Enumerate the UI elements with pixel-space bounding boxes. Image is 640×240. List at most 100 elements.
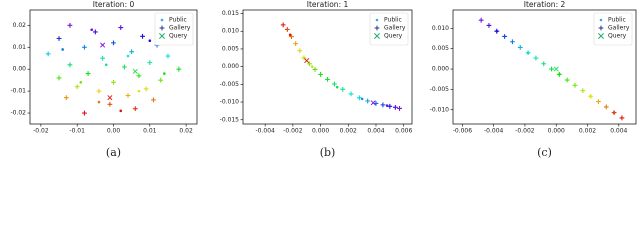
point xyxy=(288,33,292,37)
figure: Iteration: 0 (a) -0.02 -0.01 0.00 0.01 0.02 -0.… xyxy=(10,0,637,159)
legend-label: Public xyxy=(608,17,626,24)
point xyxy=(136,73,142,79)
y-tick-label: 0.005 xyxy=(432,45,449,52)
point xyxy=(312,67,318,72)
point xyxy=(611,110,617,115)
point xyxy=(100,42,106,48)
legend-marker xyxy=(599,18,603,22)
point xyxy=(572,82,578,88)
x-tick-label: -0.006 xyxy=(453,128,473,135)
point xyxy=(85,71,91,76)
point xyxy=(525,50,531,56)
y-tick-label: 0.000 xyxy=(222,63,239,70)
y-tick-label: -0.02 xyxy=(10,110,26,117)
point xyxy=(132,68,138,74)
x-tick-label: 0.004 xyxy=(367,128,384,135)
y-tick-label: 0.000 xyxy=(432,66,449,73)
point xyxy=(107,101,113,107)
y-tick-label: -0.005 xyxy=(430,86,450,93)
y-tick-label: 0.00 xyxy=(13,66,27,73)
point xyxy=(96,88,102,94)
point xyxy=(284,27,290,32)
point xyxy=(517,45,523,50)
point xyxy=(335,85,339,89)
point xyxy=(541,61,547,67)
point xyxy=(63,95,69,101)
point xyxy=(143,86,149,92)
point xyxy=(129,49,135,55)
point xyxy=(619,115,625,121)
point xyxy=(325,76,330,82)
y-tick-label: -0.010 xyxy=(220,99,240,106)
y-tick-label: 0.02 xyxy=(13,22,27,29)
point xyxy=(100,55,106,61)
point xyxy=(92,29,98,35)
point xyxy=(297,48,303,54)
y-tick-label: -0.010 xyxy=(430,106,450,113)
point xyxy=(478,17,484,23)
point xyxy=(533,55,539,61)
legend-label: Gallery xyxy=(608,25,630,32)
legend-marker xyxy=(159,33,165,39)
point xyxy=(148,39,152,42)
legend-label: Public xyxy=(169,17,187,24)
point xyxy=(111,79,116,85)
x-tick-label: 0.002 xyxy=(340,128,357,135)
chart-title: Iteration: 0 xyxy=(93,0,135,9)
point xyxy=(176,66,182,72)
legend-marker xyxy=(374,33,380,39)
point xyxy=(510,39,515,45)
y-tick-label: -0.015 xyxy=(220,116,240,123)
legend-marker xyxy=(374,25,380,31)
legend-marker xyxy=(375,18,379,22)
y-tick-label: -0.005 xyxy=(220,81,240,88)
point xyxy=(603,104,609,110)
x-tick-label: 0.002 xyxy=(579,128,596,135)
point xyxy=(380,102,386,108)
point xyxy=(79,81,83,84)
point xyxy=(293,41,299,47)
plot-frame xyxy=(452,9,637,125)
x-tick-label: -0.004 xyxy=(255,128,275,135)
caption: (b) xyxy=(320,146,336,159)
point xyxy=(118,25,124,30)
x-tick-label: -0.02 xyxy=(33,128,49,135)
point xyxy=(56,75,62,81)
x-tick-label: 0.00 xyxy=(107,128,121,135)
point xyxy=(90,28,94,32)
legend-label: Query xyxy=(608,33,627,40)
x-tick-label: 0.02 xyxy=(179,128,193,135)
legend-label: Query xyxy=(384,33,403,40)
x-tick-label: 0.000 xyxy=(312,128,329,135)
point xyxy=(97,100,101,104)
legend-label: Query xyxy=(169,33,188,40)
y-tick-label: 0.005 xyxy=(222,45,239,52)
legend-label: Gallery xyxy=(384,25,406,32)
panel: Iteration: 2 (c) -0.006 -0.004 -0.002 0.000 0.… xyxy=(430,0,637,159)
point xyxy=(56,36,62,41)
legend-box xyxy=(593,12,633,46)
point xyxy=(82,110,87,116)
page: Iteration: 0 (a) -0.02 -0.01 0.00 0.01 0.02 -0.… xyxy=(10,0,637,159)
point xyxy=(340,86,346,92)
point xyxy=(67,62,73,68)
point xyxy=(310,65,314,68)
point xyxy=(370,100,376,106)
legend-marker xyxy=(160,18,164,22)
point xyxy=(289,34,294,39)
y-tick-label: 0.010 xyxy=(432,25,449,32)
plot-frame xyxy=(29,9,198,125)
legend-marker xyxy=(159,25,165,31)
point xyxy=(494,28,500,34)
point xyxy=(165,53,171,59)
legend-label: Public xyxy=(384,17,402,24)
y-tick-label: 0.015 xyxy=(222,10,239,17)
point xyxy=(556,71,562,77)
point xyxy=(365,98,371,104)
x-tick-label: -0.002 xyxy=(283,128,303,135)
legend-marker xyxy=(598,25,604,31)
point xyxy=(132,106,138,112)
